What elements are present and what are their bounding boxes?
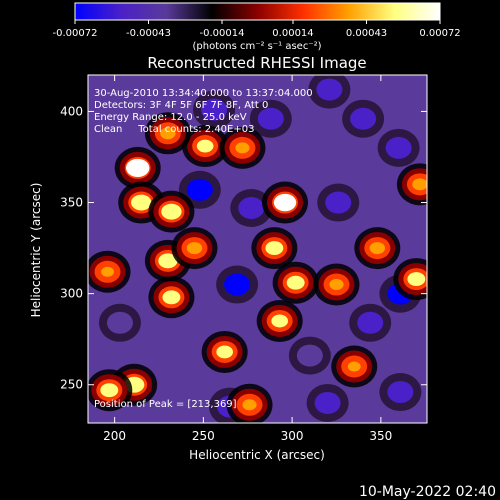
- dark-source: [350, 107, 377, 130]
- colorbar-tick-label: -0.00014: [200, 28, 245, 39]
- bright-source-core: [407, 272, 426, 287]
- annotations: 30-Aug-2010 13:34:40.000 to 13:37:04.000…: [94, 88, 313, 410]
- annotation-detectors: Detectors: 3F 4F 5F 6F 7F 8F, Att 0: [94, 100, 268, 111]
- bright-source-core: [273, 193, 297, 212]
- dark-source: [224, 273, 251, 296]
- colorbar-bar: [74, 2, 441, 21]
- colorbar-unit-label: (photons cm⁻² s⁻¹ asec⁻²): [192, 41, 321, 52]
- bright-source-core: [162, 290, 181, 305]
- y-tick-label: 250: [60, 378, 83, 392]
- bright-source-core: [369, 242, 386, 255]
- bright-source-core: [131, 194, 152, 211]
- annotation-clean-counts: Clean Total counts: 2.40E+03: [94, 124, 254, 135]
- dark-source: [316, 78, 343, 101]
- dark-source: [106, 311, 133, 334]
- dark-source: [325, 191, 352, 214]
- bright-source-core: [216, 345, 233, 359]
- colorbar-tick-label: 0.00043: [346, 28, 387, 39]
- bright-source-core: [242, 399, 257, 411]
- annotation-energy-range: Energy Range: 12.0 - 25.0 keV: [94, 112, 247, 123]
- bright-source-core: [329, 279, 344, 291]
- x-tick-label: 350: [369, 429, 392, 443]
- colorbar: -0.00072 -0.00043 -0.00014 0.00014 0.00043 0.…: [53, 2, 461, 52]
- plot-frame: [87, 74, 428, 424]
- x-tick-label: 200: [103, 429, 126, 443]
- dark-source: [385, 136, 412, 159]
- bright-source-core: [286, 275, 305, 290]
- x-tick-label: 250: [192, 429, 215, 443]
- bright-source-core: [347, 361, 361, 372]
- dark-source: [357, 311, 384, 334]
- chart-title: Reconstructed RHESSI Image: [147, 54, 366, 72]
- bright-source-core: [100, 383, 119, 398]
- dark-source: [186, 178, 213, 201]
- bright-source-core: [125, 158, 150, 178]
- y-axis-label: Heliocentric Y (arcsec): [29, 183, 43, 318]
- x-tick-label: 300: [281, 429, 304, 443]
- dark-source: [257, 107, 284, 130]
- colorbar-tick-label: -0.00043: [126, 28, 171, 39]
- y-tick-label: 350: [60, 196, 83, 210]
- y-tick-label: 300: [60, 287, 83, 301]
- dark-source: [238, 197, 265, 220]
- dark-source: [314, 391, 341, 414]
- bright-source-core: [160, 127, 176, 140]
- annotation-time-range: 30-Aug-2010 13:34:40.000 to 13:37:04.000: [94, 88, 313, 99]
- heatmap-sources: [88, 75, 427, 423]
- y-tick-label: 400: [60, 104, 83, 118]
- dark-source: [387, 381, 414, 404]
- y-axis-ticks: 250 300 350 400: [60, 104, 427, 392]
- bright-source-core: [271, 314, 289, 328]
- bright-source-core: [235, 142, 250, 154]
- dark-source: [201, 98, 228, 121]
- heatmap-image: [88, 75, 427, 423]
- bright-source-core: [158, 253, 178, 269]
- colorbar-tick-label: 0.00014: [272, 28, 313, 39]
- bright-source-core: [101, 266, 114, 277]
- x-axis-label: Heliocentric X (arcsec): [189, 448, 325, 462]
- colorbar-ticks: -0.00072 -0.00043 -0.00014 0.00014 0.00043 0.…: [53, 20, 461, 39]
- bright-source-core: [186, 242, 203, 255]
- x-axis-ticks: 200 250 300 350: [103, 75, 392, 443]
- colorbar-tick-label: 0.00072: [419, 28, 460, 39]
- bright-source-core: [196, 139, 214, 153]
- bright-source-core: [412, 178, 427, 191]
- timestamp: 10-May-2022 02:40: [359, 484, 496, 500]
- annotation-peak-position: Position of Peak = [213,369]: [94, 399, 237, 410]
- bright-source-core: [265, 241, 284, 256]
- dark-source: [296, 344, 323, 367]
- colorbar-tick-label: -0.00072: [53, 28, 98, 39]
- bright-source-core: [161, 203, 182, 220]
